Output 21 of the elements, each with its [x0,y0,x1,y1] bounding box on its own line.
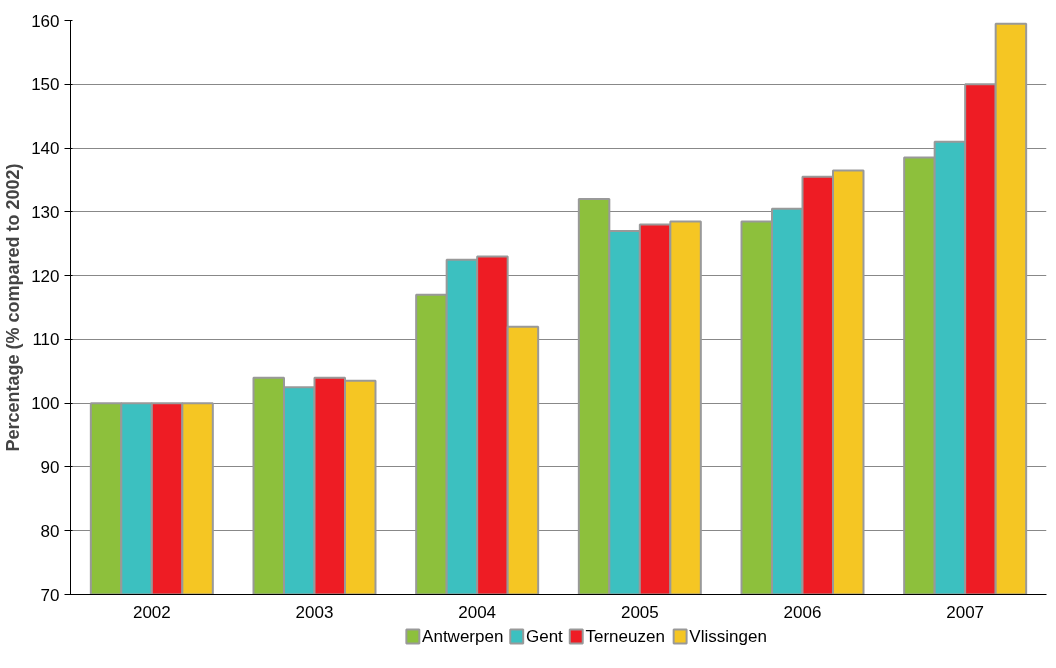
x-tick-label: 2007 [946,602,985,622]
y-tick-label: 80 [40,521,60,541]
legend-label: Terneuzen [585,627,665,646]
legend-label: Antwerpen [422,627,504,646]
y-tick-label: 150 [31,75,60,95]
legend-label: Gent [525,627,564,646]
x-tick-label: 2006 [783,602,822,622]
y-tick-label: 160 [31,11,60,31]
x-tick-label: 2002 [132,602,171,622]
y-axis-title: Percentage (% compared to 2002) [3,163,24,452]
x-tick-label: 2003 [295,602,334,622]
y-tick-label: 110 [32,330,60,350]
x-tick-label: 2004 [458,602,497,622]
x-tick-label: 2005 [620,602,659,622]
y-tick-label: 140 [31,139,60,159]
y-tick-label: 70 [40,585,60,605]
y-tick-label: 130 [31,202,60,222]
legend-label: Vlissingen [689,627,767,646]
y-tick-label: 120 [31,266,60,286]
y-tick-label: 90 [40,457,60,477]
y-tick-label: 100 [31,394,60,414]
